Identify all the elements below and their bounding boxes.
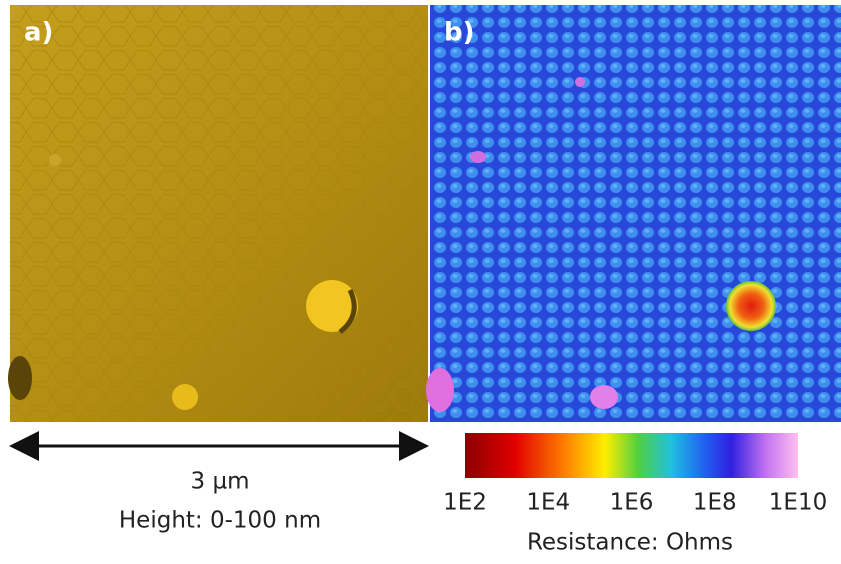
colorbar-tick-label: 1E4 (526, 490, 570, 516)
colorbar-label: Resistance: Ohms (527, 530, 733, 556)
colorbar-tick-label: 1E10 (769, 490, 827, 516)
height-range: Height: 0-100 nm (119, 508, 321, 534)
colorbar-tick-label: 1E6 (610, 490, 654, 516)
scale-length: 3 µm (191, 469, 250, 495)
panel-a: a) (8, 5, 428, 422)
colorbar-ticks: 1E2 1E4 1E6 1E8 1E10 (443, 490, 827, 516)
panel-label: b) (444, 18, 475, 48)
colorbar-tick-label: 1E2 (443, 490, 487, 516)
panel-b: b) (426, 5, 841, 422)
colorbar (465, 433, 798, 478)
colorbar-tick-label: 1E8 (693, 490, 737, 516)
panel-label: a) (24, 18, 53, 48)
